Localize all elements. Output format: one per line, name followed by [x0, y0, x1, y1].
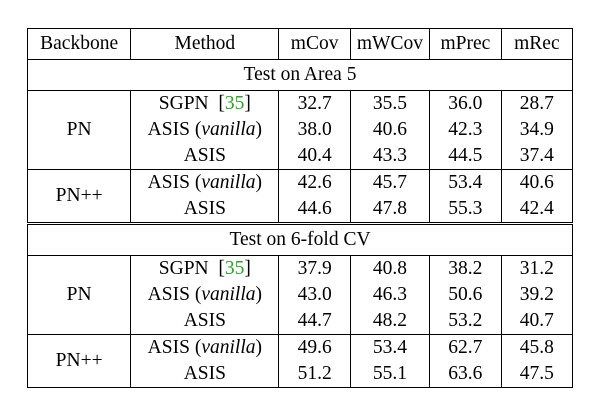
value-mwcov: 45.7 — [349, 169, 430, 196]
table-row: PN++ ASIS (vanilla) 49.6 53.4 62.7 45.8 — [27, 334, 573, 388]
table-row: PN SGPN [35] 37.9 40.8 38.2 31.2 — [27, 255, 573, 335]
value-mrec: 37.4 — [500, 143, 573, 170]
method-name: ASIS — [183, 198, 226, 220]
value-mrec: 42.4 — [500, 196, 573, 224]
value-mcov: 43.0 — [278, 282, 351, 308]
value-mwcov: 46.3 — [349, 282, 430, 308]
value-mrec: 45.8 — [500, 334, 573, 361]
backbone-cell: PN — [27, 90, 131, 170]
value-mprec: 42.3 — [428, 117, 502, 143]
value-mwcov: 40.8 — [349, 255, 430, 282]
citation-link[interactable]: 35 — [224, 93, 245, 115]
table-row: PN++ ASIS (vanilla) 42.6 45.7 53.4 40.6 — [27, 169, 573, 224]
header-mwcov: mWCov — [349, 28, 430, 60]
header-mrec: mRec — [500, 28, 573, 60]
section-title: Test on 6-fold CV — [27, 222, 573, 256]
table-row: ASIS 51.2 55.1 63.6 47.5 — [28, 361, 573, 388]
header-mprec: mPrec — [428, 28, 502, 60]
backbone-cell: PN++ — [27, 334, 131, 388]
backbone-cell: PN++ — [27, 169, 131, 224]
value-mwcov: 43.3 — [349, 143, 430, 170]
section-title: Test on Area 5 — [27, 59, 573, 91]
value-mrec: 39.2 — [500, 282, 573, 308]
value-mprec: 38.2 — [428, 255, 502, 282]
method-cell: ASIS — [130, 308, 279, 335]
value-mcov: 37.9 — [278, 255, 351, 282]
value-mcov: 38.0 — [278, 117, 351, 143]
method-cell: ASIS (vanilla) — [130, 282, 279, 308]
value-mprec: 50.6 — [428, 282, 502, 308]
value-mrec: 31.2 — [500, 255, 573, 282]
value-mwcov: 47.8 — [349, 196, 430, 224]
value-mprec: 55.3 — [428, 196, 502, 224]
value-mcov: 51.2 — [278, 361, 351, 388]
value-mprec: 53.4 — [428, 169, 502, 196]
method-cell: SGPN [35] — [130, 255, 279, 282]
value-mprec: 36.0 — [428, 90, 502, 117]
method-cell: ASIS — [130, 361, 279, 388]
method-name: ASIS — [183, 310, 226, 332]
value-mrec: 40.7 — [500, 308, 573, 335]
method-name: ASIS — [147, 119, 190, 141]
value-mprec: 62.7 — [428, 334, 502, 361]
method-cell: ASIS (vanilla) — [130, 117, 279, 143]
results-table: Backbone Method mCov mWCov mPrec mRec Te… — [27, 28, 573, 388]
value-mwcov: 55.1 — [349, 361, 430, 388]
backbone-cell: PN — [27, 255, 131, 335]
header-mcov: mCov — [278, 28, 351, 60]
method-name: SGPN — [158, 258, 209, 280]
section-row: Test on 6-fold CV — [27, 222, 573, 256]
table-body: Test on Area 5 PN SGPN [35] 32.7 35.5 36.0 28.… — [27, 59, 573, 388]
table-row: ASIS (vanilla) 43.0 46.3 50.6 39.2 — [28, 282, 573, 308]
value-mcov: 49.6 — [278, 334, 351, 361]
method-name: ASIS — [147, 172, 190, 194]
value-mrec: 28.7 — [500, 90, 573, 117]
table-row: ASIS (vanilla) 38.0 40.6 42.3 34.9 — [28, 117, 573, 143]
table-row: ASIS 44.6 47.8 55.3 42.4 — [28, 196, 573, 224]
value-mprec: 63.6 — [428, 361, 502, 388]
value-mrec: 34.9 — [500, 117, 573, 143]
value-mprec: 44.5 — [428, 143, 502, 170]
method-variant: vanilla — [201, 284, 256, 306]
method-variant: vanilla — [201, 119, 256, 141]
method-cell: ASIS (vanilla) — [130, 334, 279, 361]
header-backbone: Backbone — [27, 28, 131, 60]
table-row: ASIS 44.7 48.2 53.2 40.7 — [28, 308, 573, 335]
method-name: ASIS — [147, 284, 190, 306]
value-mcov: 32.7 — [278, 90, 351, 117]
value-mwcov: 53.4 — [349, 334, 430, 361]
method-cell: ASIS — [130, 196, 279, 224]
method-cell: SGPN [35] — [130, 90, 279, 117]
table-row: PN SGPN [35] 32.7 35.5 36.0 28.7 — [27, 90, 573, 170]
method-name: SGPN — [158, 93, 209, 115]
method-cell: ASIS — [130, 143, 279, 170]
header-method: Method — [130, 28, 279, 60]
value-mrec: 40.6 — [500, 169, 573, 196]
method-cell: ASIS (vanilla) — [130, 169, 279, 196]
header-row: Backbone Method mCov mWCov mPrec mRec — [27, 28, 573, 60]
citation-link[interactable]: 35 — [224, 258, 245, 280]
method-variant: vanilla — [201, 337, 256, 359]
section-row: Test on Area 5 — [27, 59, 573, 91]
method-name: ASIS — [147, 337, 190, 359]
method-name: ASIS — [183, 363, 226, 385]
value-mrec: 47.5 — [500, 361, 573, 388]
value-mprec: 53.2 — [428, 308, 502, 335]
method-variant: vanilla — [201, 172, 256, 194]
value-mcov: 44.7 — [278, 308, 351, 335]
value-mwcov: 35.5 — [349, 90, 430, 117]
value-mwcov: 40.6 — [349, 117, 430, 143]
value-mcov: 40.4 — [278, 143, 351, 170]
method-name: ASIS — [183, 145, 226, 167]
table-row: ASIS 40.4 43.3 44.5 37.4 — [28, 143, 573, 170]
value-mwcov: 48.2 — [349, 308, 430, 335]
value-mcov: 42.6 — [278, 169, 351, 196]
value-mcov: 44.6 — [278, 196, 351, 224]
